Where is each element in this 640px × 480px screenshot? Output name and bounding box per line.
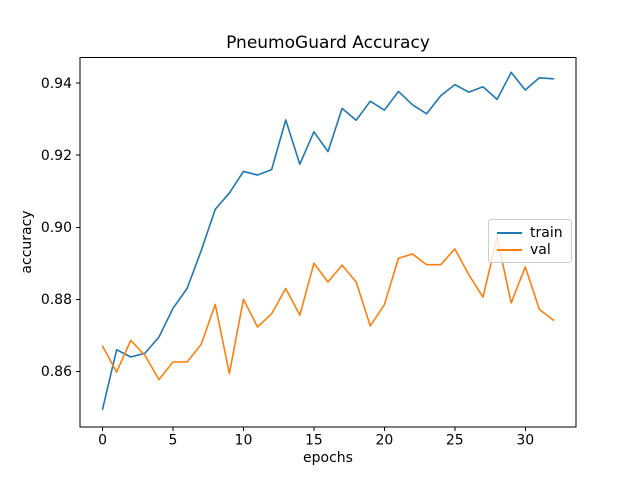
legend-val-label: val xyxy=(530,241,551,258)
x-tick-label: 0 xyxy=(98,433,107,449)
x-tick-label: 25 xyxy=(446,433,464,449)
y-axis-label: accuracy xyxy=(19,210,35,274)
x-tick-label: 20 xyxy=(375,433,393,449)
legend-entry-train: train xyxy=(497,226,565,240)
train-line-series xyxy=(101,71,555,410)
legend-train-swatch xyxy=(497,231,522,234)
chart-title: PneumoGuard Accuracy xyxy=(226,33,430,53)
x-tick-label: 5 xyxy=(169,433,178,449)
val-line-series xyxy=(101,236,555,381)
legend-val-swatch xyxy=(497,248,522,251)
legend-train-label: train xyxy=(530,224,563,241)
y-tick-label: 0.94 xyxy=(41,76,72,92)
legend-entry-val: val xyxy=(497,243,565,257)
x-tick-label: 30 xyxy=(516,433,534,449)
legend: train val xyxy=(488,219,572,263)
x-axis-label: epochs xyxy=(303,450,353,466)
x-tick-label: 10 xyxy=(235,433,253,449)
y-tick-label: 0.90 xyxy=(41,220,72,236)
plot-border xyxy=(79,57,577,428)
y-tick-label: 0.86 xyxy=(41,364,72,380)
y-tick-label: 0.92 xyxy=(41,148,72,164)
x-tick-label: 15 xyxy=(305,433,323,449)
y-tick-label: 0.88 xyxy=(41,292,72,308)
